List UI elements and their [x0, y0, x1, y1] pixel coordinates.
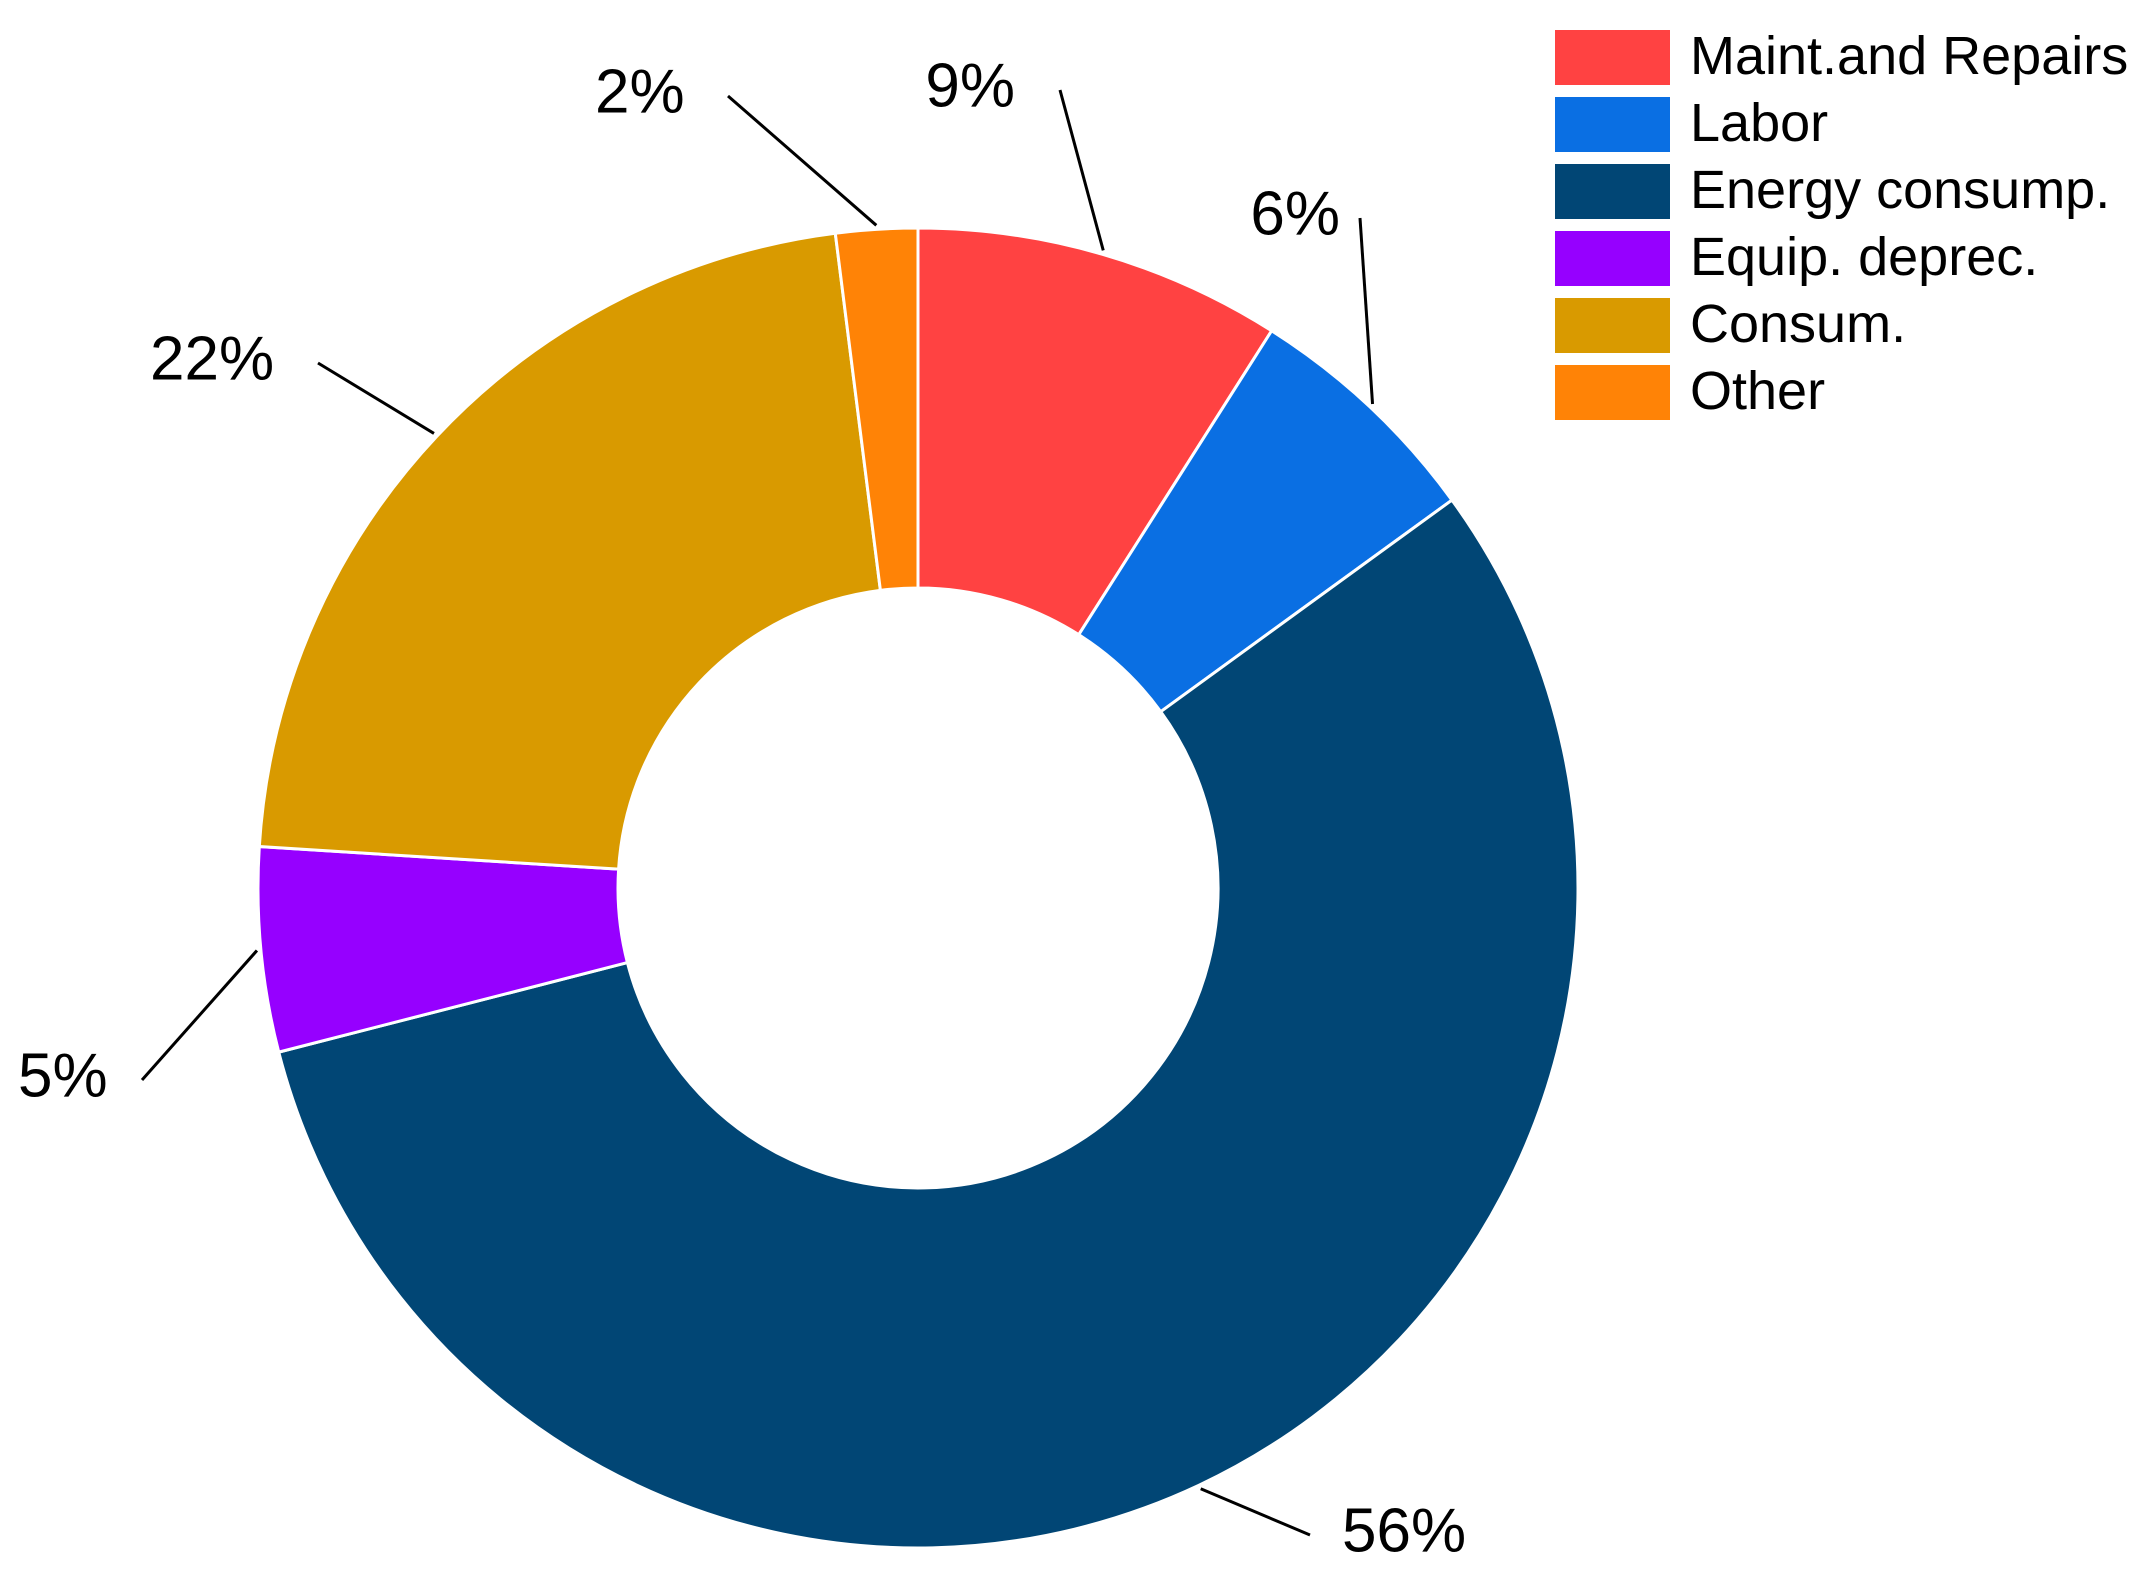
legend-swatch-equip-deprec	[1555, 231, 1670, 286]
donut-slices	[256, 226, 1580, 1550]
value-label-labor: 6%	[1250, 179, 1340, 248]
label-leader-lines	[140, 89, 1375, 1537]
legend-item-energy-consump: Energy consump.	[1555, 160, 2110, 220]
legend-swatch-energy-consump	[1555, 164, 1670, 219]
legend-swatch-consum	[1555, 298, 1670, 353]
legend-label-other: Other	[1690, 361, 1825, 421]
value-label-consum: 22%	[150, 324, 274, 393]
legend-swatch-other	[1555, 365, 1670, 420]
leader-line-maint-and-repairs	[1058, 89, 1105, 251]
leader-line-energy-consump	[1200, 1487, 1311, 1537]
leader-line-other	[727, 94, 878, 227]
leader-line-labor	[1358, 217, 1375, 405]
slice-maint-and-repairs	[916, 226, 1274, 637]
legend-item-other: Other	[1555, 361, 1825, 421]
chart-legend: Maint.and Repairs Labor Energy consump. Equ…	[1555, 26, 2128, 421]
leader-line-equip-deprec	[140, 949, 259, 1081]
legend-item-maint-and-repairs: Maint.and Repairs	[1555, 26, 2128, 86]
legend-label-energy-consump: Energy consump.	[1690, 160, 2110, 220]
legend-item-consum: Consum.	[1555, 294, 1906, 354]
legend-label-maint-and-repairs: Maint.and Repairs	[1690, 26, 2128, 86]
slice-other	[833, 226, 920, 593]
legend-swatch-maint-and-repairs	[1555, 30, 1670, 85]
slice-value-labels: 9% 6% 56% 5% 22% 2%	[18, 51, 1466, 1565]
legend-item-labor: Labor	[1555, 93, 1828, 153]
value-label-energy-consump: 56%	[1342, 1496, 1466, 1565]
legend-item-equip-deprec: Equip. deprec.	[1555, 227, 2038, 287]
slice-energy-consump	[276, 497, 1580, 1550]
legend-label-equip-deprec: Equip. deprec.	[1690, 227, 2038, 287]
value-label-maint-and-repairs: 9%	[925, 51, 1015, 120]
slice-consum	[257, 231, 883, 871]
legend-swatch-labor	[1555, 97, 1670, 152]
legend-label-labor: Labor	[1690, 93, 1828, 153]
legend-label-consum: Consum.	[1690, 294, 1906, 354]
value-label-equip-deprec: 5%	[18, 1041, 108, 1110]
value-label-other: 2%	[595, 57, 685, 126]
leader-line-consum	[317, 361, 435, 435]
